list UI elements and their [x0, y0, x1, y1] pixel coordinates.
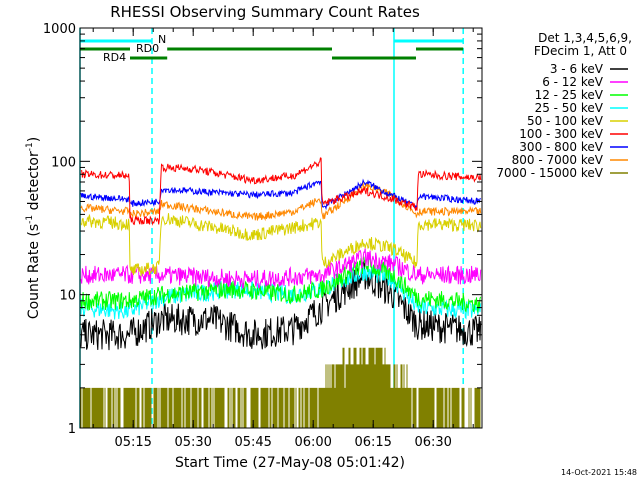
legend-label: 6 - 12 keV [542, 75, 604, 89]
x-tick-label: 05:15 [114, 435, 151, 450]
x-tick-label: 05:30 [174, 435, 211, 450]
rd4-label: RD4 [103, 51, 126, 64]
x-tick-label: 06:15 [354, 435, 391, 450]
legend-label: 100 - 300 keV [519, 127, 603, 141]
legend-label: 7000 - 15000 keV [496, 166, 603, 180]
series-line-12-25- [80, 256, 482, 313]
legend-label: 12 - 25 keV [535, 88, 604, 102]
series-line-3-6- [80, 261, 482, 351]
y-tick-label: 10 [59, 289, 76, 304]
chart-title: RHESSI Observing Summary Count Rates [110, 3, 420, 21]
y-axis-label: Count Rate (s-1 detector-1) [25, 137, 42, 319]
y-tick-label: 100 [51, 155, 76, 170]
legend-label: 800 - 7000 keV [512, 153, 604, 167]
night-label: N [158, 33, 166, 46]
axis-ticks: 05:15 05:30 05:45 06:00 06:15 06:30 1 10 100 1000 [43, 22, 482, 450]
legend-label: 3 - 6 keV [550, 62, 604, 76]
y-tick-label: 1000 [43, 22, 76, 37]
y-tick-label: 1 [68, 422, 76, 437]
footer-timestamp: 14-Oct-2021 15:48 [561, 468, 637, 477]
legend-header-1: Det 1,3,4,5,6,9, [538, 31, 632, 45]
legend-header-2: FDecim 1, Att 0 [534, 44, 627, 58]
series-line-6-12- [80, 248, 482, 290]
series-line-800-7000- [80, 181, 482, 222]
series-line-100-300- [80, 157, 482, 226]
x-tick-label: 06:00 [294, 435, 331, 450]
x-tick-label: 06:30 [414, 435, 451, 450]
plot-frame [79, 27, 483, 429]
series-line-300-800- [80, 178, 481, 211]
legend-label: 300 - 800 keV [519, 140, 603, 154]
legend: Det 1,3,4,5,6,9, FDecim 1, Att 0 3 - 6 k… [496, 31, 632, 180]
legend-label: 25 - 50 keV [535, 101, 604, 115]
series-line-50-100- [80, 213, 482, 277]
x-axis-label: Start Time (27-May-08 05:01:42) [175, 455, 405, 471]
series-group [80, 157, 482, 428]
x-tick-label: 05:45 [234, 435, 271, 450]
rd0-label: RD0 [136, 42, 159, 55]
legend-label: 50 - 100 keV [527, 114, 604, 128]
